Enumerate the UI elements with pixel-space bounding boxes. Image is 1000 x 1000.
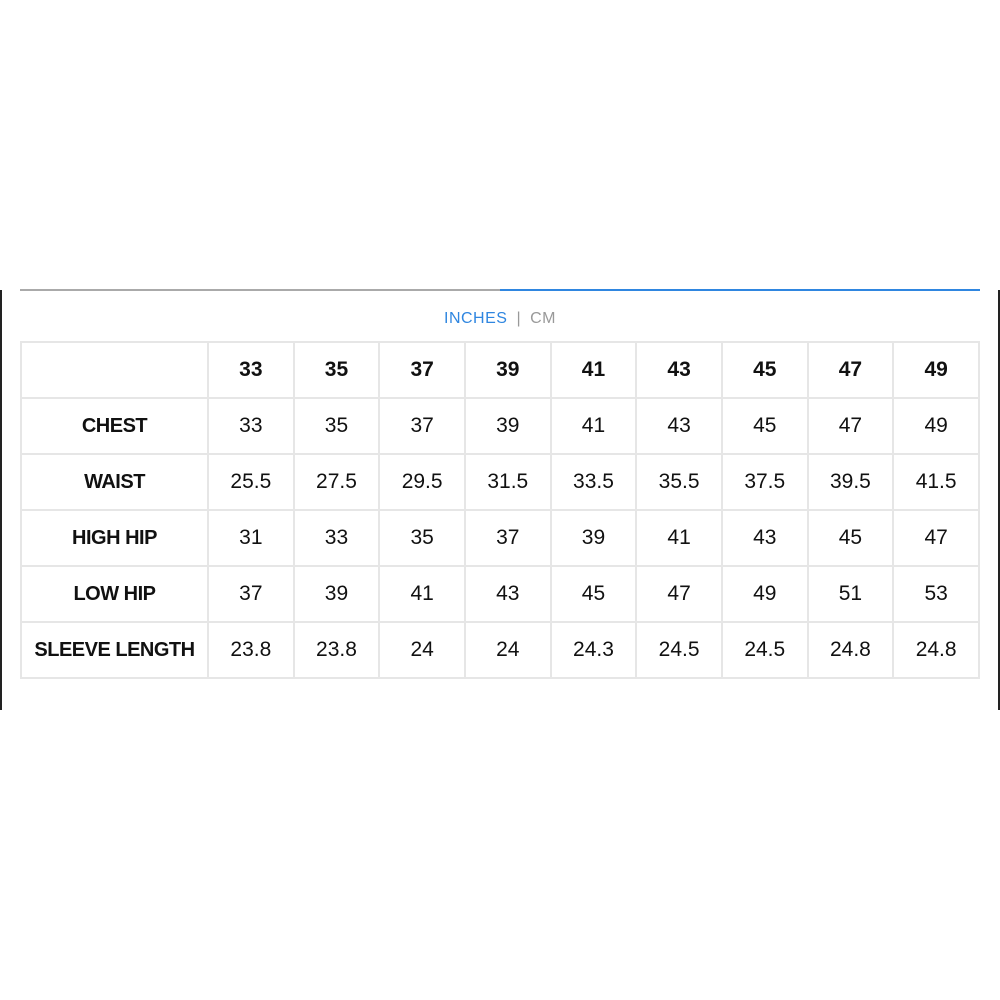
measurement-cell: 23.8 bbox=[207, 621, 295, 679]
measurement-cell: 47 bbox=[892, 509, 980, 567]
size-header: 47 bbox=[806, 341, 895, 399]
measurement-cell: 23.8 bbox=[292, 621, 381, 679]
row-label: HIGH HIP bbox=[20, 509, 209, 567]
size-header: 43 bbox=[635, 341, 723, 399]
row-label: LOW HIP bbox=[20, 565, 209, 623]
measurement-cell: 33 bbox=[292, 509, 381, 567]
size-header bbox=[20, 341, 209, 399]
header-row: 33 35 37 39 41 43 45 47 49 bbox=[20, 341, 980, 399]
table-row: WAIST 25.5 27.5 29.5 31.5 33.5 35.5 37.5 39.5 41.… bbox=[20, 453, 980, 511]
unit-toggle: INCHES | CM bbox=[0, 310, 1000, 328]
row-label: SLEEVE LENGTH bbox=[20, 621, 209, 679]
measurement-cell: 33 bbox=[207, 397, 295, 455]
measurement-cell: 37.5 bbox=[720, 453, 809, 511]
measurement-cell: 37 bbox=[463, 509, 552, 567]
size-header: 45 bbox=[720, 341, 809, 399]
measurement-cell: 33.5 bbox=[549, 453, 638, 511]
measurement-cell: 41 bbox=[549, 397, 638, 455]
measurement-cell: 29.5 bbox=[378, 453, 466, 511]
left-border bbox=[0, 290, 2, 710]
measurement-cell: 24.3 bbox=[549, 621, 638, 679]
measurement-cell: 47 bbox=[806, 397, 895, 455]
measurement-cell: 45 bbox=[806, 509, 895, 567]
measurement-cell: 37 bbox=[378, 397, 466, 455]
right-border bbox=[998, 290, 1000, 710]
measurement-cell: 39 bbox=[463, 397, 552, 455]
tab-active-indicator[interactable] bbox=[500, 289, 980, 291]
measurement-cell: 24.8 bbox=[892, 621, 980, 679]
table-row: LOW HIP 37 39 41 43 45 47 49 51 53 bbox=[20, 565, 980, 623]
row-label: CHEST bbox=[20, 397, 209, 455]
measurement-cell: 41 bbox=[635, 509, 723, 567]
size-header: 33 bbox=[207, 341, 295, 399]
measurement-cell: 27.5 bbox=[292, 453, 381, 511]
measurement-cell: 25.5 bbox=[207, 453, 295, 511]
unit-cm-button[interactable]: CM bbox=[530, 310, 556, 327]
size-header: 49 bbox=[892, 341, 980, 399]
measurement-cell: 24.5 bbox=[635, 621, 723, 679]
measurement-cell: 49 bbox=[720, 565, 809, 623]
table-row: HIGH HIP 31 33 35 37 39 41 43 45 47 bbox=[20, 509, 980, 567]
measurement-cell: 41 bbox=[378, 565, 466, 623]
measurement-cell: 24.5 bbox=[720, 621, 809, 679]
measurement-cell: 53 bbox=[892, 565, 980, 623]
measurement-cell: 41.5 bbox=[892, 453, 980, 511]
measurement-cell: 47 bbox=[635, 565, 723, 623]
measurement-cell: 31 bbox=[207, 509, 295, 567]
measurement-cell: 51 bbox=[806, 565, 895, 623]
measurement-cell: 35 bbox=[378, 509, 466, 567]
measurement-cell: 43 bbox=[720, 509, 809, 567]
unit-inches-button[interactable]: INCHES bbox=[444, 310, 508, 327]
measurement-cell: 49 bbox=[892, 397, 980, 455]
measurement-cell: 31.5 bbox=[463, 453, 552, 511]
measurement-cell: 39.5 bbox=[806, 453, 895, 511]
measurement-cell: 39 bbox=[292, 565, 381, 623]
measurement-cell: 45 bbox=[720, 397, 809, 455]
measurement-cell: 43 bbox=[463, 565, 552, 623]
measurement-cell: 24.8 bbox=[806, 621, 895, 679]
measurement-cell: 24 bbox=[463, 621, 552, 679]
measurement-cell: 24 bbox=[378, 621, 466, 679]
row-label: WAIST bbox=[20, 453, 209, 511]
size-header: 37 bbox=[378, 341, 466, 399]
table-row: SLEEVE LENGTH 23.8 23.8 24 24 24.3 24.5 24.5 24.… bbox=[20, 621, 980, 679]
size-header: 41 bbox=[549, 341, 638, 399]
unit-separator: | bbox=[516, 310, 522, 327]
size-header: 35 bbox=[292, 341, 381, 399]
tab-inactive-indicator[interactable] bbox=[20, 289, 500, 291]
measurement-cell: 35.5 bbox=[635, 453, 723, 511]
measurement-cell: 43 bbox=[635, 397, 723, 455]
size-chart-table: 33 35 37 39 41 43 45 47 49 CHEST 33 35 37 39 41 43 45 47… bbox=[20, 341, 980, 679]
measurement-cell: 45 bbox=[549, 565, 638, 623]
size-header: 39 bbox=[463, 341, 552, 399]
measurement-cell: 37 bbox=[207, 565, 295, 623]
measurement-cell: 35 bbox=[292, 397, 381, 455]
measurement-cell: 39 bbox=[549, 509, 638, 567]
table-row: CHEST 33 35 37 39 41 43 45 47 49 bbox=[20, 397, 980, 455]
